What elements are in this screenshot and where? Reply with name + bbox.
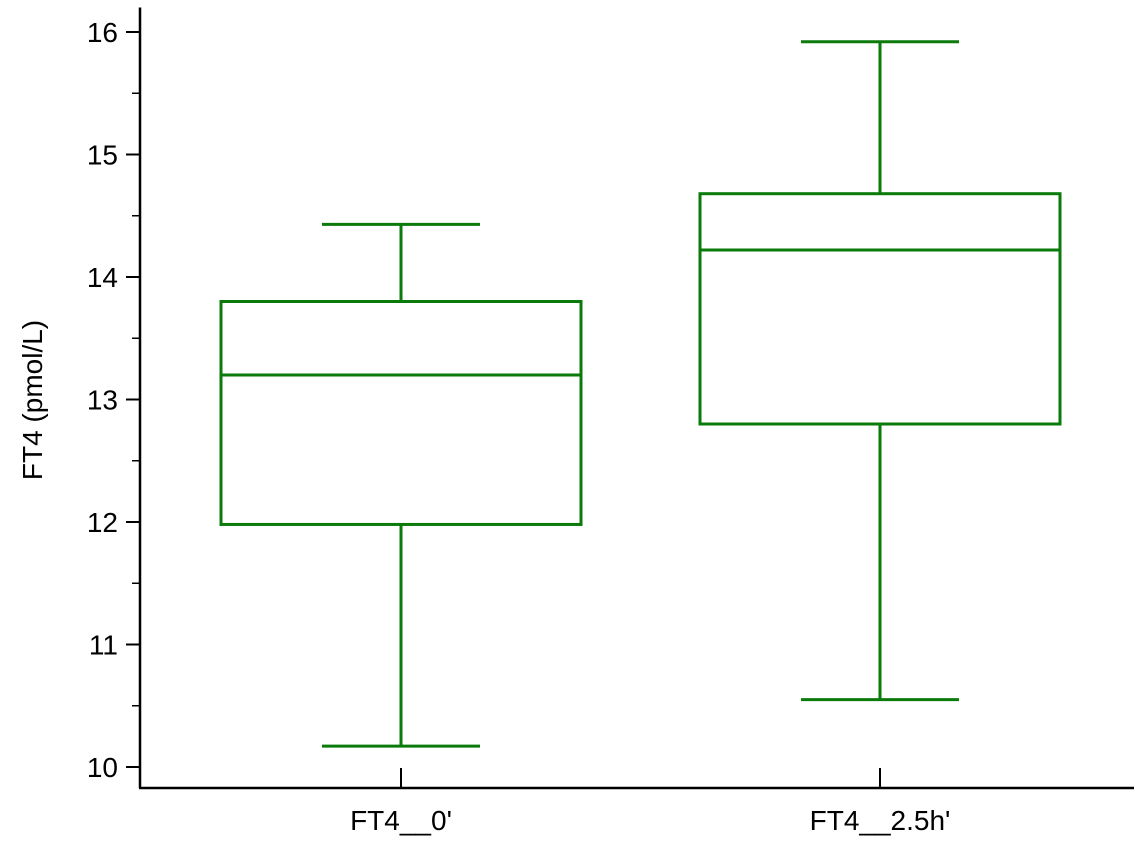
y-axis-title: FT4 (pmol/L): [17, 320, 48, 480]
y-tick-label: 11: [89, 630, 118, 661]
iqr-box: [698, 192, 1062, 426]
boxes: [219, 40, 1062, 748]
y-tick-label: 10: [87, 752, 118, 783]
y-tick-label: 16: [87, 17, 118, 48]
x-axis: FT4__0' FT4__2.5h': [139, 768, 1134, 836]
box-group: [219, 222, 583, 748]
x-tick-label: FT4__0': [350, 805, 452, 836]
y-tick-label: 13: [87, 385, 118, 416]
y-axis: 10 11 12 13 14 15 16: [87, 7, 142, 788]
x-tick-label: FT4__2.5h': [810, 805, 951, 836]
y-tick-label: 15: [87, 140, 118, 171]
y-tick-label: 14: [87, 262, 118, 293]
iqr-box: [219, 300, 583, 526]
y-tick-label: 12: [87, 507, 118, 538]
box-group: [698, 40, 1062, 702]
